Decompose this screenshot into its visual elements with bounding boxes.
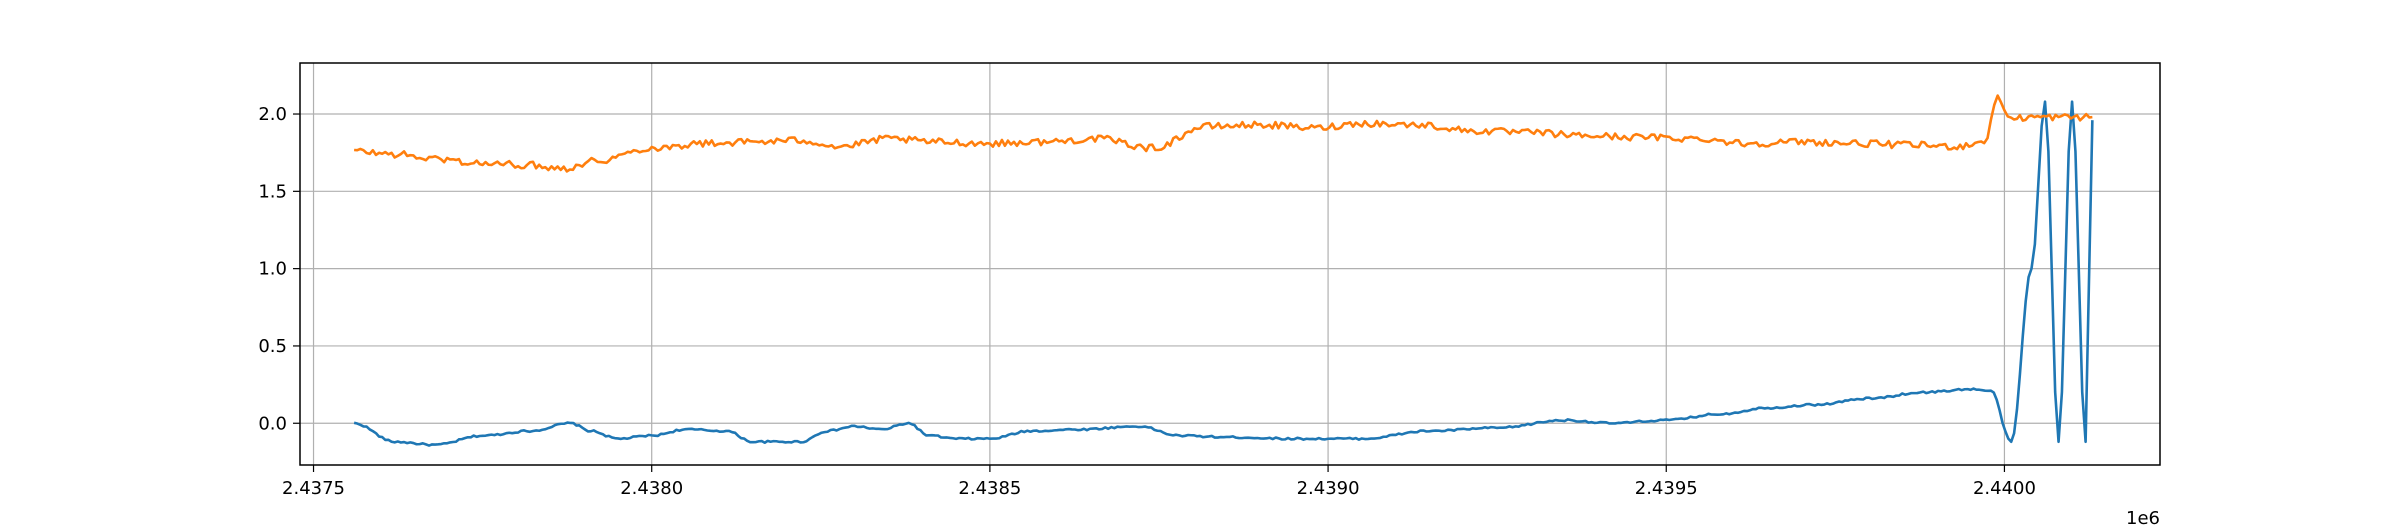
y-tick-label: 2.0 [258,104,287,125]
y-tick-label: 1.0 [258,259,287,280]
tick-labels: 2.4375 2.4380 2.4385 2.4390 2.4395 2.4400 0.0 0… [258,104,2036,499]
grid [300,63,2160,465]
x-tick-label: 2.4400 [1973,478,2036,499]
x-tick-label: 2.4395 [1635,478,1698,499]
x-tick-label: 2.4385 [958,478,1021,499]
series-line-2 [354,94,2093,173]
axes-frame [299,62,2161,466]
y-tick-label: 1.5 [258,181,287,202]
x-tick-label: 2.4380 [620,478,683,499]
y-tick-label: 0.0 [258,413,287,434]
series-layer [353,94,2094,447]
x-tick-label: 2.4375 [282,478,345,499]
x-tick-label: 2.4390 [1297,478,1360,499]
y-tick-label: 0.5 [258,336,287,357]
series-line-1 [353,100,2094,447]
tick-marks [293,113,2006,472]
x-axis-offset-label: 1e6 [2126,508,2160,525]
